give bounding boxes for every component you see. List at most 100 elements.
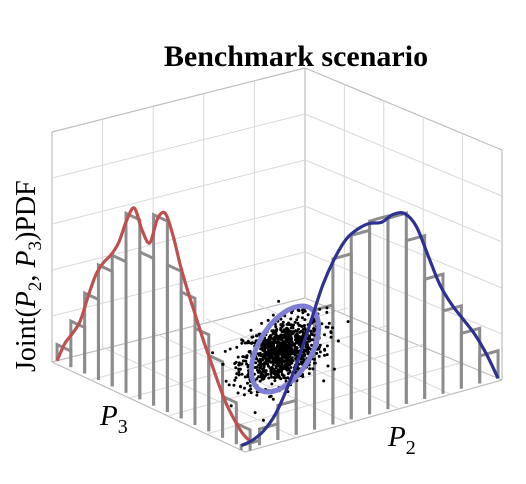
scatter-point [310,343,314,347]
p3-bar [165,262,183,419]
scatter-point [271,363,275,366]
scatter-point [297,323,301,327]
p2-density-curve [240,211,500,448]
scatter-point [290,337,294,341]
scatter-point [276,371,280,375]
p3-bar [69,318,87,374]
scatter-point [236,355,240,359]
scatter-point [329,335,333,339]
scatter-point [289,366,293,369]
scatter-point [270,382,274,386]
p3-histogram [55,211,252,451]
scatter-point [279,333,283,337]
scatter-point [287,332,291,336]
z-axis-label: Joint(P2, P3)PDF [11,180,46,372]
scatter-point [290,361,294,365]
scatter-point [297,309,301,313]
floor-edge-back-right [304,297,503,381]
marginal-curves [55,206,500,448]
scatter-point [286,366,290,370]
scatter-point [327,321,331,325]
scatter-point [236,391,240,395]
scatter-point [285,348,289,352]
scatter-point [286,376,290,380]
scatter-point [243,355,247,359]
scatter-point [271,397,275,401]
scatter-point [315,351,319,355]
scatter-point [289,329,293,333]
p3-bar [207,353,225,438]
scatter-point [266,318,270,322]
scatter-point [211,351,215,355]
scatter-point [243,375,247,379]
scatter-point [310,338,314,342]
floor-edge-back-left [51,297,306,363]
scatter-point [257,370,261,374]
scatter-point [332,367,336,371]
scatter-point [267,355,271,359]
grid-line [51,205,306,271]
scatter-point [237,373,241,377]
scatter-point [272,368,276,371]
scatter-point [227,383,231,387]
scatter-point [263,350,267,354]
frame-lines [51,67,503,453]
scatter-point [281,355,285,359]
scatter-point [294,357,298,360]
grid-line [304,251,503,335]
p3-bar [193,325,211,432]
scatter-point [279,359,283,363]
scatter-point [297,327,300,331]
scatter-point [278,343,282,347]
scatter-point [263,348,267,351]
scatter-point [322,379,326,383]
scatter-point [267,376,271,380]
scatter-point [269,336,273,340]
scatter-point [291,359,295,363]
scatter-point [240,338,244,342]
scatter-point [272,329,276,333]
scatter-point [292,330,296,334]
scatter-point [246,381,249,385]
scatter-point [235,372,239,376]
scatter-point [237,370,241,374]
scatter-point [326,364,330,368]
scatter-point [237,361,241,365]
confidence-ellipse [248,303,322,395]
scatter-point [294,338,297,342]
scatter-point [273,376,277,380]
scatter-point [269,371,273,375]
scatter-point [295,349,299,353]
scatter-point [295,346,299,350]
scatter-point [248,349,252,353]
scatter-point [229,404,233,408]
scatter-point [275,327,279,331]
scatter-point [249,391,253,395]
scatter-point [276,368,280,372]
scatter-point [221,362,225,366]
scatter-point [309,329,313,333]
scatter-point [285,362,289,366]
scatter-point [312,361,316,365]
scatter-point [279,323,283,327]
scatter-point [313,357,316,361]
scatter-point [274,333,278,337]
chart-title: Benchmark scenario [164,40,428,73]
scatter-point [266,339,270,343]
scatter-point [293,320,297,324]
scatter-point [293,345,297,349]
p3-bar [152,212,169,413]
scatter-point [261,373,265,377]
scatter-point [300,362,304,366]
scatter-point [284,333,288,337]
scatter-point [253,411,257,415]
p3-axis-label: P3 [99,400,128,438]
scatter-point [301,311,305,315]
scatter-point [233,378,237,382]
scatter-point [303,318,307,322]
p2-bar [368,213,390,415]
scatter-point [234,366,238,370]
scatter-point [258,379,262,383]
wall-top-right [304,67,503,151]
scatter-point [283,359,287,363]
